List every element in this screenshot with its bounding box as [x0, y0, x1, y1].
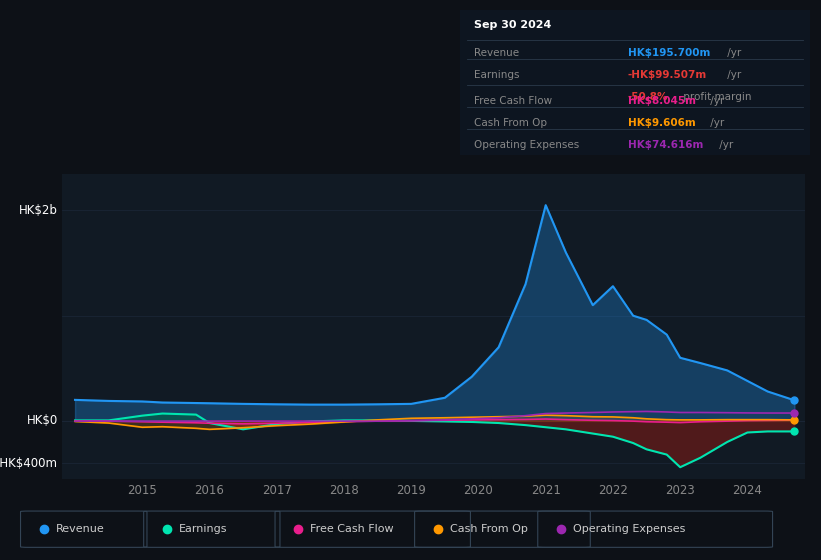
Text: Free Cash Flow: Free Cash Flow	[310, 524, 394, 534]
Text: /yr: /yr	[707, 96, 724, 106]
Text: Cash From Op: Cash From Op	[474, 118, 547, 128]
Text: profit margin: profit margin	[681, 92, 752, 102]
Text: Operating Expenses: Operating Expenses	[474, 140, 580, 150]
Text: /yr: /yr	[724, 70, 741, 80]
Text: -HK$400m: -HK$400m	[0, 456, 57, 469]
Text: Cash From Op: Cash From Op	[450, 524, 528, 534]
Text: Operating Expenses: Operating Expenses	[573, 524, 686, 534]
Text: HK$0: HK$0	[26, 414, 57, 427]
Text: HK$9.606m: HK$9.606m	[628, 118, 695, 128]
Text: Earnings: Earnings	[474, 70, 520, 80]
Text: HK$8.045m: HK$8.045m	[628, 96, 696, 106]
Text: /yr: /yr	[715, 140, 733, 150]
Text: -HK$99.507m: -HK$99.507m	[628, 70, 707, 80]
Text: -50.8%: -50.8%	[628, 92, 668, 102]
Text: HK$74.616m: HK$74.616m	[628, 140, 704, 150]
Text: HK$195.700m: HK$195.700m	[628, 49, 710, 58]
Text: HK$2b: HK$2b	[19, 204, 57, 217]
Text: Revenue: Revenue	[474, 49, 519, 58]
Text: /yr: /yr	[724, 49, 741, 58]
Text: /yr: /yr	[707, 118, 724, 128]
Text: Sep 30 2024: Sep 30 2024	[474, 20, 552, 30]
Text: Revenue: Revenue	[56, 524, 104, 534]
Text: Earnings: Earnings	[179, 524, 227, 534]
Text: Free Cash Flow: Free Cash Flow	[474, 96, 553, 106]
